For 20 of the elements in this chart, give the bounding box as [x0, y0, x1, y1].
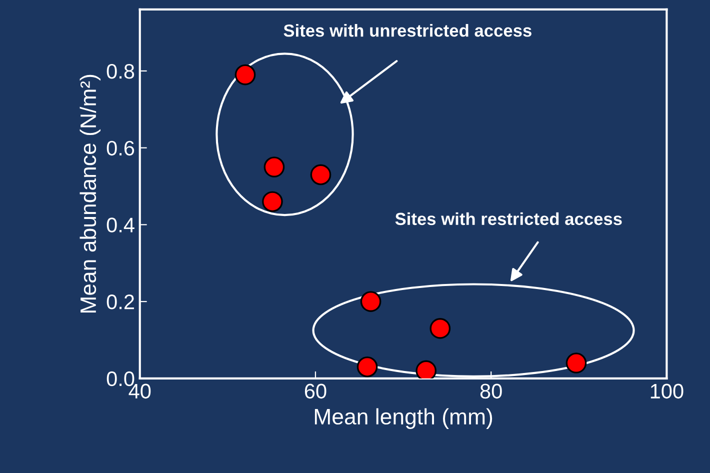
y-tick-label: 0.6 [106, 140, 134, 156]
x-tick-label: 100 [650, 384, 684, 399]
x-axis-title: Mean length (mm) [314, 408, 492, 429]
y-tick-label: 0.8 [106, 64, 134, 79]
point [310, 164, 332, 186]
point [356, 356, 378, 378]
point [264, 156, 285, 178]
y-tick-label: 0.2 [106, 294, 134, 310]
y-axis-title: Mean abundance (N/m²) [80, 74, 100, 313]
point [566, 352, 587, 374]
x-tick-label: 60 [304, 384, 326, 399]
point [234, 64, 256, 86]
annotation: Sites with restricted access [395, 212, 622, 226]
point [360, 291, 382, 312]
annotation: Sites with unrestricted access [284, 24, 532, 37]
point [430, 318, 451, 339]
point [416, 360, 437, 378]
y-tick-label: 0.4 [106, 218, 134, 232]
x-tick-label: 80 [480, 384, 502, 399]
point [262, 191, 283, 212]
